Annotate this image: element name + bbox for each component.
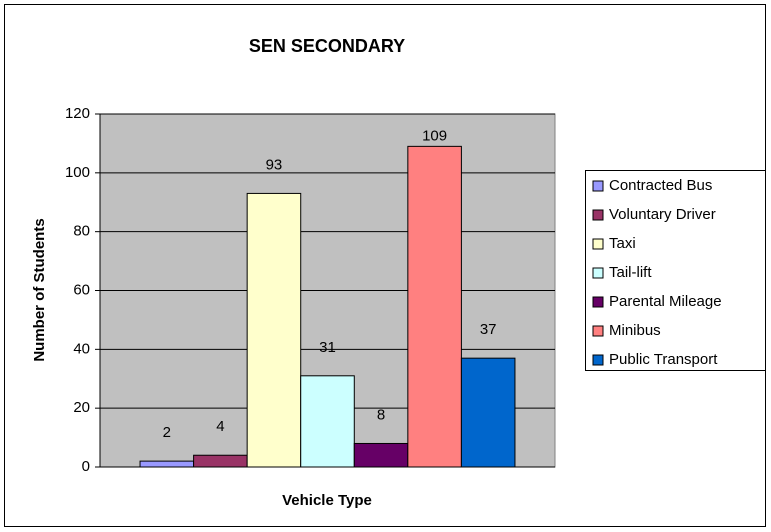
legend-label: Tail-lift [609,264,652,281]
legend-swatch [592,267,604,279]
bar [246,192,302,468]
data-label: 4 [216,418,224,435]
y-axis-label: Number of Students [31,218,48,361]
bar [407,145,462,468]
legend-label: Parental Mileage [609,293,722,310]
data-label: 109 [422,127,447,144]
data-label: 37 [480,321,497,338]
y-tick-label: 20 [73,399,90,416]
legend-swatch [592,325,604,337]
legend-label: Taxi [609,235,636,252]
bar [353,442,409,468]
legend-label: Minibus [609,322,661,339]
data-label: 31 [319,339,336,356]
legend-label: Contracted Bus [609,177,712,194]
data-label: 93 [266,156,283,173]
legend-swatch [592,296,604,308]
legend-swatch [592,180,604,192]
legend-swatch [592,209,604,221]
y-tick-label: 120 [65,105,90,122]
x-axis-label: Vehicle Type [282,492,372,509]
legend-label: Public Transport [609,351,718,368]
bar [193,454,248,468]
legend [585,170,766,371]
data-label: 2 [163,424,171,441]
bar [139,460,195,468]
bar [300,375,355,468]
y-tick-label: 100 [65,164,90,181]
chart-title: SEN SECONDARY [249,36,405,56]
legend-swatch [592,238,604,250]
y-tick-label: 60 [73,281,90,298]
data-label: 8 [377,406,385,423]
y-tick-label: 80 [73,223,90,240]
legend-label: Voluntary Driver [609,206,716,223]
legend-swatch [592,354,604,366]
bar [460,357,516,468]
y-tick-label: 40 [73,340,90,357]
y-tick-label: 0 [82,458,90,475]
